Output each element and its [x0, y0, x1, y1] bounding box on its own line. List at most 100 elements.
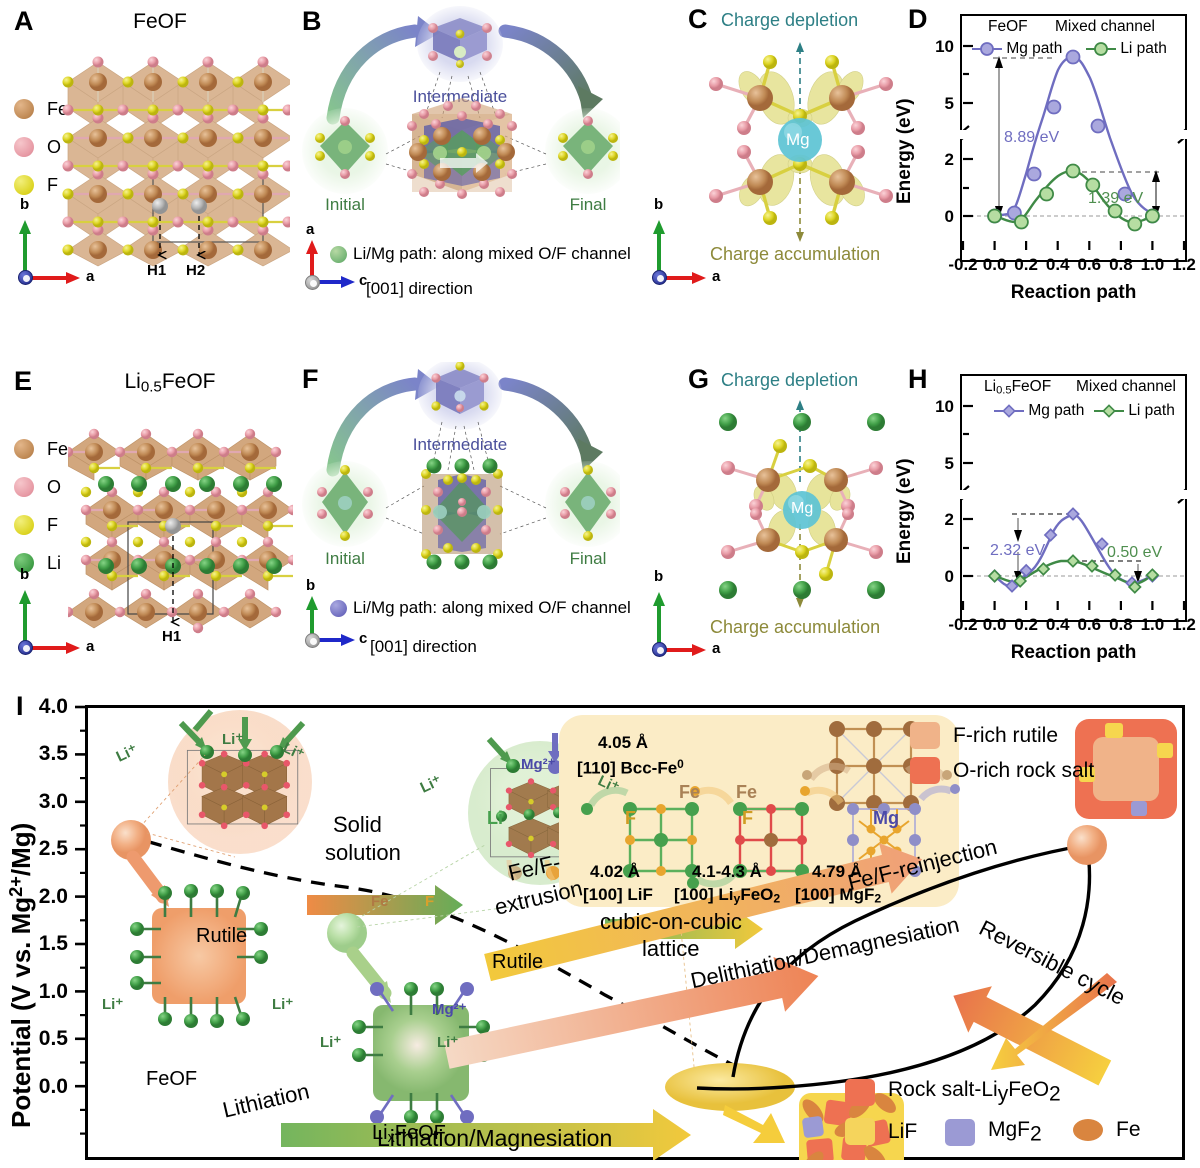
panel-f-label: F: [302, 364, 319, 394]
panel-g-mg-label: Mg: [791, 500, 814, 517]
panel-i-bcc-plane: [110] Bcc-Fe0: [577, 757, 684, 778]
panel-d-annot-li: 1.39 eV: [1088, 190, 1144, 207]
f-rich-rutile-swatch: [910, 722, 940, 749]
panel-d-chart: 10 5 2 0 -0.2 0.0 0.2 0.4 0.6 0.8 1.0 1.…: [894, 14, 1196, 303]
panel-i-lixfeof-label: LixFeOF: [372, 1122, 446, 1146]
panel-i-cubic-caption-1: cubic-on-cubic: [600, 909, 742, 934]
panel-i-li-ion-2: Li⁺: [222, 731, 244, 748]
panel-d-ytick-0: 0: [944, 207, 954, 226]
panel-d-xlabel: Reaction path: [1010, 282, 1137, 303]
legend-label-o: O: [47, 136, 62, 157]
panel-d-annot-mg: 8.89 eV: [1004, 129, 1060, 146]
panel-h-chart: 10 5 2 0 -0.2 0.0 0.2 0.4 0.6 0.8 1.0 1.…: [894, 374, 1196, 663]
panel-i-liyfeo2-plane: [100] LiyFeO2: [674, 885, 780, 906]
panel-d-plot: [960, 44, 1187, 250]
f-atom-icon: [14, 175, 34, 195]
panel-d-legend-mg-label: Mg path: [1006, 40, 1063, 57]
mgf2-prefix: [100] MgF: [795, 885, 875, 904]
panel-f-caption: Li/Mg path: along mixed O/F channel: [353, 598, 631, 617]
c-axis-origin-icon: [18, 270, 33, 285]
panel-h-xtick-2: 0.2: [1014, 615, 1038, 634]
panel-c-mg-label: Mg: [786, 130, 810, 149]
panel-i-key-mgf2: MgF2: [945, 1118, 1042, 1147]
mgf2-key-sub: 2: [1030, 1122, 1042, 1146]
panel-a-crystal-structure: [62, 56, 290, 267]
panel-d-xtick-1: 0.0: [982, 255, 1007, 274]
c-axis-origin-icon-g: [652, 642, 667, 657]
panel-g-label: G: [688, 364, 710, 394]
panel-d-xtick-6: 1.0: [1140, 255, 1165, 274]
panel-i-li-ion-5: Li⁺: [272, 996, 294, 1013]
panel-d-label: D: [908, 4, 928, 34]
panel-h-xtick-4: 0.6: [1077, 615, 1102, 634]
panel-d-xtick-5: 0.8: [1109, 255, 1133, 274]
f-rich-rutile-label: F-rich rutile: [953, 723, 1059, 747]
panel-e-title-prefix: Li: [124, 370, 141, 393]
panel-e-atom-legend: Fe O F Li: [14, 430, 68, 582]
lixfeof-suffix: FeOF: [394, 1122, 446, 1144]
panel-i-ytick-15: 1.5: [38, 932, 68, 955]
legend-item-f-e: F: [14, 506, 68, 544]
panel-h-legend-title-right: Mixed channel: [1076, 378, 1176, 395]
mgf2-label: MgF2: [988, 1118, 1042, 1147]
panel-i-ytick-25: 2.5: [38, 837, 68, 860]
panel-i-mg-ion-2: Mg²⁺: [432, 1001, 467, 1018]
fe-atom-icon: [14, 99, 34, 119]
panel-d-legend-title-right: Mixed channel: [1055, 18, 1155, 35]
liyfeo2-sub2: 2: [773, 891, 781, 906]
panel-d-ytick-10: 10: [935, 37, 954, 56]
rocksalt-prefix: Rock salt-Li: [888, 1078, 998, 1101]
fe-swatch: [1073, 1119, 1103, 1141]
panel-a-atom-legend: Fe O F: [14, 90, 68, 204]
legend-label-li-e: Li: [47, 552, 62, 573]
panel-a-h-arrows: [60, 216, 290, 285]
panel-h-xtick-7: 1.2: [1172, 615, 1196, 634]
panel-i-ytick-3: 3.0: [38, 790, 68, 813]
a-axis-label-c: a: [712, 268, 721, 285]
panel-b-label: B: [302, 6, 322, 36]
panel-g-axis-triad: b a: [648, 568, 738, 662]
panel-a-h2-label: H2: [186, 262, 206, 279]
panel-e-title-suffix: FeOF: [161, 370, 216, 393]
panel-b-axis-triad: a c: [301, 221, 371, 294]
panel-h-ytick-5: 5: [944, 454, 954, 473]
b-axis-label-c: b: [654, 196, 664, 213]
panel-a-h1-label: H1: [147, 262, 167, 279]
svg-text:Initial: Initial: [325, 549, 365, 568]
lif-label: LiF: [888, 1119, 918, 1143]
panel-f-direction: [001] direction: [370, 637, 477, 656]
f-atom-icon-e: [14, 515, 34, 535]
panel-h-legend-title-left: Li0.5FeOF: [984, 378, 1051, 396]
panel-e-h1-label: H1: [162, 628, 182, 645]
b-axis-label-g: b: [654, 568, 664, 585]
panel-i-solid-solution-2: solution: [325, 840, 401, 865]
panel-b-path-marker: [330, 246, 347, 263]
o-rich-rocksalt-label: O-rich rock salt: [953, 758, 1095, 782]
panel-i-solid-solution-1: Solid: [333, 812, 382, 837]
panel-i-label: I: [16, 691, 24, 721]
a-axis-label-b: a: [306, 221, 315, 238]
panel-i-li-ion-8: Li⁺: [320, 1034, 342, 1051]
panel-e-title: Li0.5FeOF: [40, 370, 300, 395]
panel-h-plot-frame: [960, 374, 1187, 622]
panel-e-title-sub: 0.5: [140, 378, 162, 396]
panel-h-legend-title-sub: 0.5: [996, 384, 1012, 397]
liyfeo2-prefix: [100] Li: [674, 885, 734, 904]
svg-text:Intermediate: Intermediate: [413, 87, 508, 106]
panel-d-legend-title-left: FeOF: [988, 18, 1028, 35]
rocksalt-label: Rock salt-LiyFeO2: [888, 1078, 1061, 1107]
b-axis-label-e: b: [20, 566, 30, 583]
panel-h-ytick-2: 2: [944, 510, 954, 529]
legend-item-fe: Fe: [14, 90, 68, 128]
panel-d-xtick-0: -0.2: [948, 255, 978, 274]
panel-d-legend-li-label: Li path: [1120, 40, 1167, 57]
panel-g-charge-density: [719, 400, 885, 608]
panel-h-xlabel: Reaction path: [1010, 642, 1137, 663]
panel-i-yaxis-ticks: [75, 705, 87, 1135]
legend-item-fe-e: Fe: [14, 430, 68, 468]
b-axis-label-f: b: [306, 577, 316, 594]
a-axis-label-g: a: [712, 640, 721, 657]
panel-a-title: FeOF: [133, 10, 187, 33]
svg-text:Intermediate: Intermediate: [413, 435, 508, 454]
panel-g-depletion-label: Charge depletion: [721, 370, 859, 390]
